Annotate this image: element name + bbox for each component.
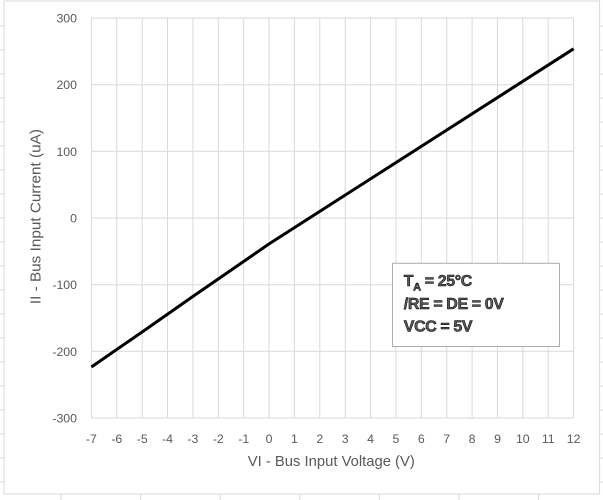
- svg-text:/RE = DE = 0V: /RE = DE = 0V: [404, 296, 504, 313]
- svg-text:0: 0: [70, 212, 77, 226]
- svg-text:-5: -5: [137, 432, 148, 446]
- svg-text:II - Bus Input Current (uA): II - Bus Input Current (uA): [27, 129, 44, 304]
- svg-text:-300: -300: [52, 412, 77, 426]
- svg-text:6: 6: [418, 432, 425, 446]
- svg-text:2: 2: [316, 432, 323, 446]
- svg-text:-7: -7: [86, 432, 97, 446]
- svg-text:11: 11: [542, 432, 555, 446]
- svg-text:8: 8: [469, 432, 476, 446]
- svg-text:VI - Bus Input Voltage (V): VI - Bus Input Voltage (V): [248, 453, 415, 470]
- svg-text:-3: -3: [187, 432, 198, 446]
- svg-text:TA = 25°C: TA = 25°C: [404, 273, 473, 294]
- svg-text:-1: -1: [238, 432, 249, 446]
- svg-text:12: 12: [567, 432, 581, 446]
- svg-text:4: 4: [367, 432, 374, 446]
- svg-text:1: 1: [291, 432, 298, 446]
- svg-text:-200: -200: [52, 345, 77, 359]
- svg-text:-100: -100: [52, 278, 77, 292]
- svg-text:9: 9: [494, 432, 501, 446]
- svg-text:300: 300: [56, 12, 77, 26]
- svg-text:10: 10: [516, 432, 530, 446]
- svg-text:200: 200: [56, 78, 77, 92]
- svg-text:7: 7: [443, 432, 450, 446]
- svg-text:VCC = 5V: VCC = 5V: [404, 319, 473, 336]
- svg-text:5: 5: [392, 432, 399, 446]
- svg-text:-4: -4: [162, 432, 173, 446]
- svg-text:-6: -6: [111, 432, 122, 446]
- svg-text:-2: -2: [213, 432, 224, 446]
- svg-text:0: 0: [266, 432, 273, 446]
- svg-text:3: 3: [342, 432, 349, 446]
- svg-text:100: 100: [56, 145, 77, 159]
